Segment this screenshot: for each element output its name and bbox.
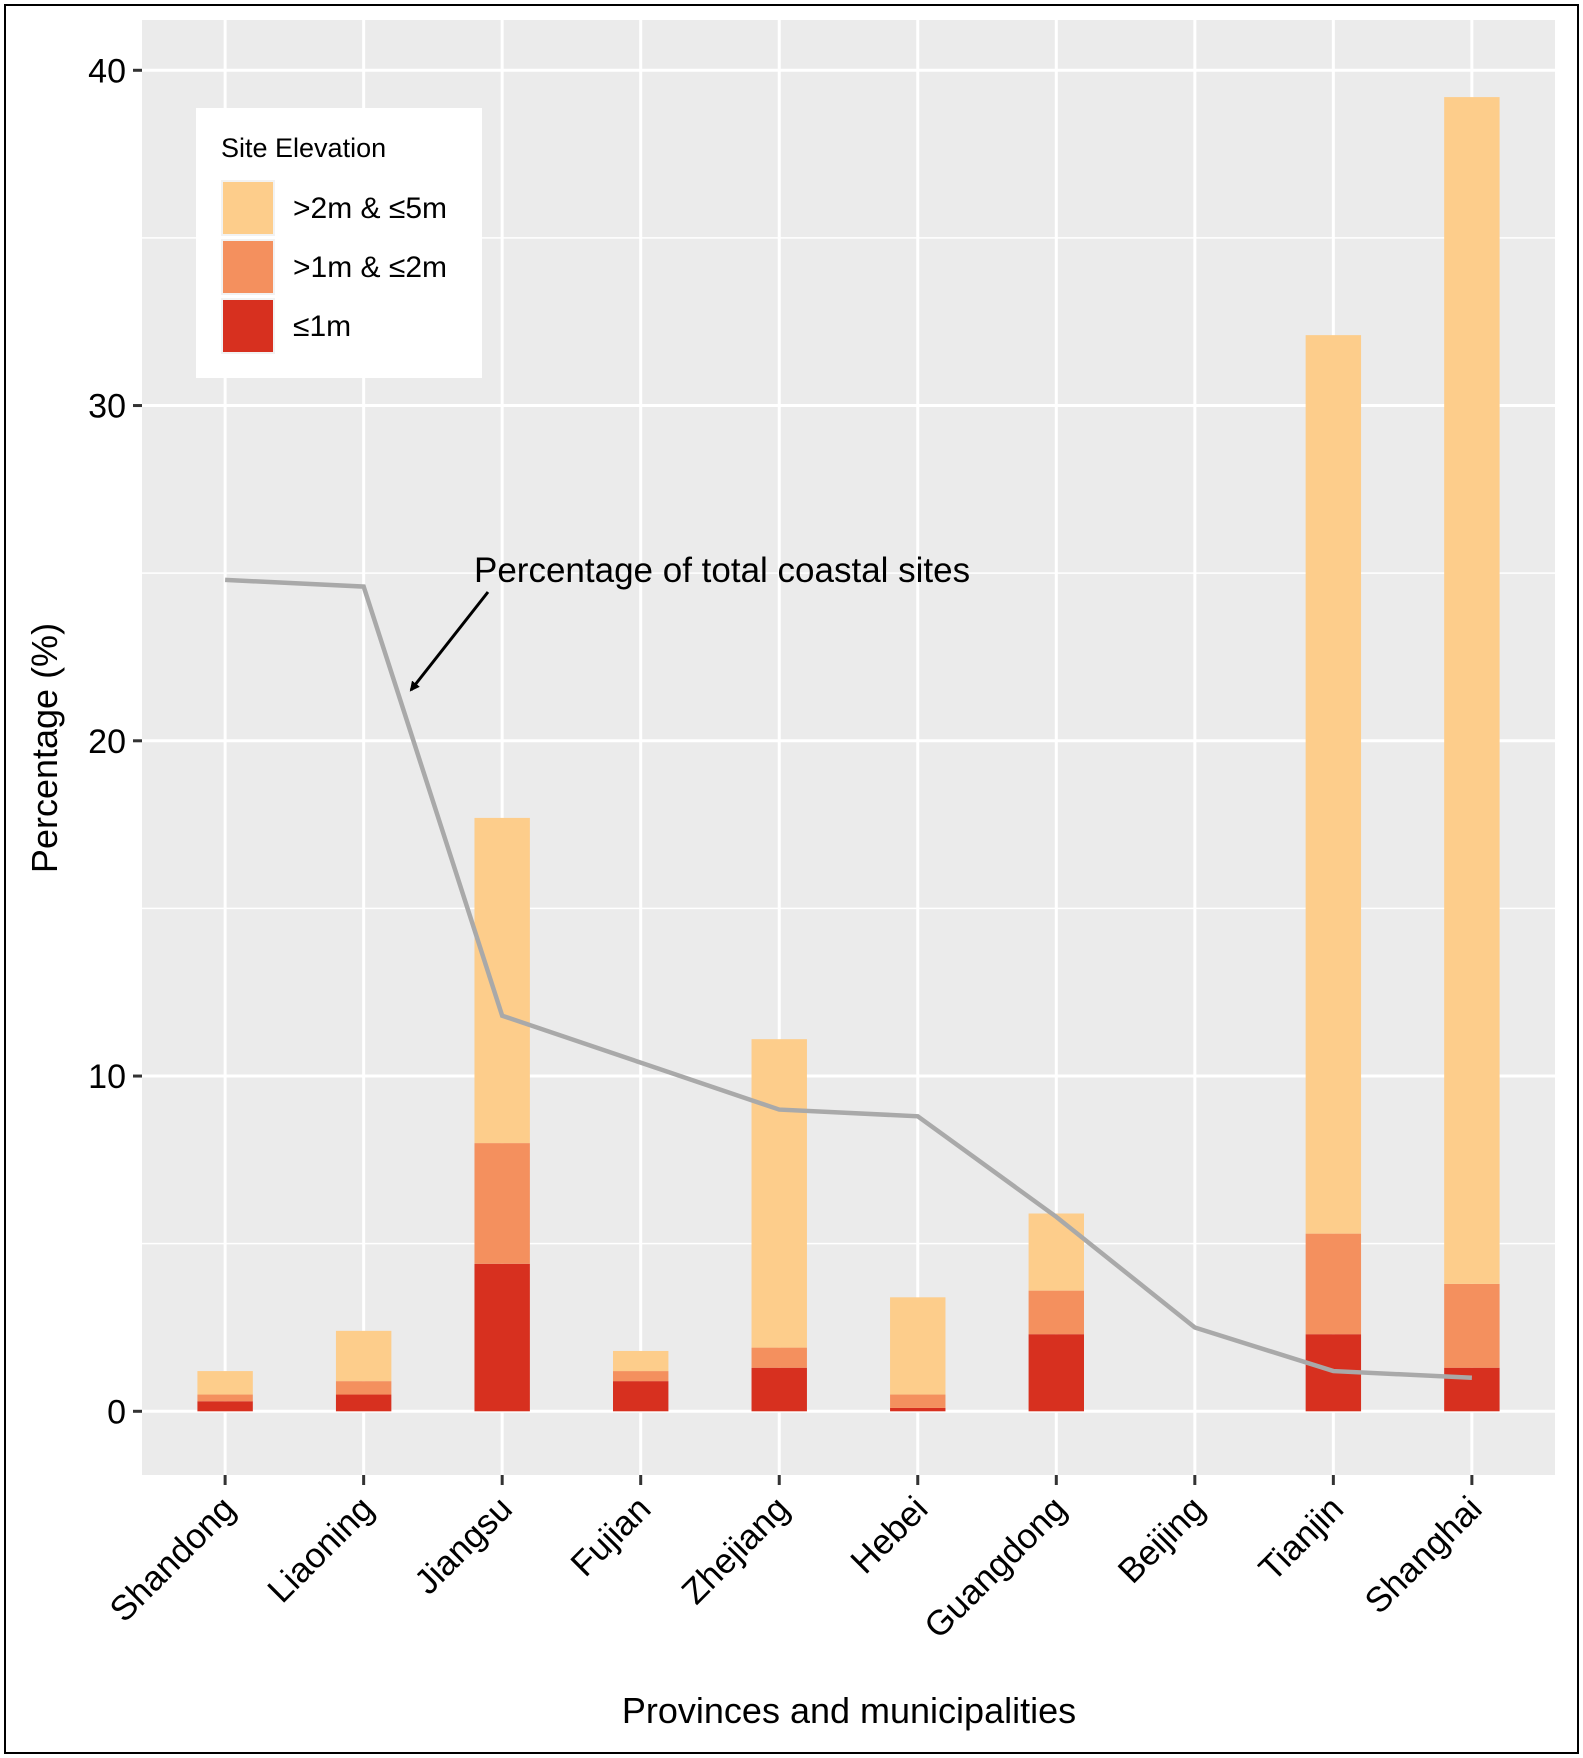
legend-key [223, 300, 273, 352]
x-tick-label: Beijing [1111, 1489, 1213, 1591]
x-tick-label: Liaoning [260, 1489, 381, 1610]
bar-segment [1444, 97, 1500, 1284]
y-tick-label: 10 [88, 1058, 126, 1096]
y-tick-label: 40 [88, 52, 126, 90]
bar-segment [751, 1347, 807, 1368]
bar-segment [1444, 1367, 1500, 1412]
bar-segment [197, 1401, 253, 1412]
bar-segment [197, 1394, 253, 1402]
bar-segment [335, 1381, 392, 1395]
x-tick-label: Fujian [563, 1489, 658, 1584]
coverage-line [225, 577, 1472, 1381]
x-tick-label: Shandong [102, 1489, 242, 1629]
bar-segment [474, 817, 530, 1144]
chart-frame [4, 4, 1579, 1754]
x-tick-label: Guangdong [917, 1489, 1074, 1646]
bar-segment [1028, 1334, 1084, 1412]
bar-segment [1028, 1213, 1084, 1291]
bar-segment [613, 1350, 669, 1372]
legend: Site Elevation >2m & ≤5m >1m & ≤2m ≤1m [196, 108, 482, 378]
bar-segment [1028, 1290, 1084, 1335]
bar-segment [1444, 1283, 1500, 1368]
bar-segment [613, 1381, 669, 1412]
x-tick-label: Jiangsu [407, 1489, 520, 1602]
bar-segment [890, 1394, 946, 1408]
annotation: Percentage of total coastal sites [409, 551, 970, 692]
legend-key [223, 241, 273, 293]
bar-segment [197, 1371, 253, 1395]
y-axis-label: Percentage (%) [24, 623, 65, 873]
bar-segment [1305, 1233, 1362, 1335]
bar-segment [474, 1143, 530, 1264]
annotation-arrow [409, 591, 490, 692]
legend-key [223, 182, 273, 234]
bar-segment [751, 1039, 807, 1348]
bar-segment [1305, 335, 1362, 1234]
bar-segment [890, 1407, 946, 1412]
bar-segment [751, 1367, 807, 1412]
legend-label: >1m & ≤2m [293, 251, 447, 284]
x-tick-label: Tianjin [1251, 1489, 1351, 1589]
x-axis-label: Provinces and municipalities [622, 1690, 1076, 1731]
y-tick-label: 30 [88, 388, 126, 426]
bar-segment [613, 1371, 669, 1382]
y-tick-label: 20 [88, 723, 126, 761]
legend-label: ≤1m [293, 310, 351, 343]
x-tick-label: Shanghai [1357, 1489, 1489, 1621]
bar-segment [890, 1297, 946, 1395]
bars [197, 97, 1500, 1412]
bar-segment [335, 1394, 392, 1412]
x-tick-label: Hebei [843, 1489, 935, 1581]
y-tick-label: 0 [107, 1393, 126, 1431]
x-tick-label: Zhejiang [674, 1489, 797, 1612]
line-series [225, 577, 1472, 1381]
bar-segment [474, 1263, 530, 1412]
bar-segment [335, 1330, 392, 1382]
legend-label: >2m & ≤5m [293, 192, 447, 225]
annotation-label: Percentage of total coastal sites [474, 551, 970, 590]
legend-title: Site Elevation [221, 133, 386, 163]
